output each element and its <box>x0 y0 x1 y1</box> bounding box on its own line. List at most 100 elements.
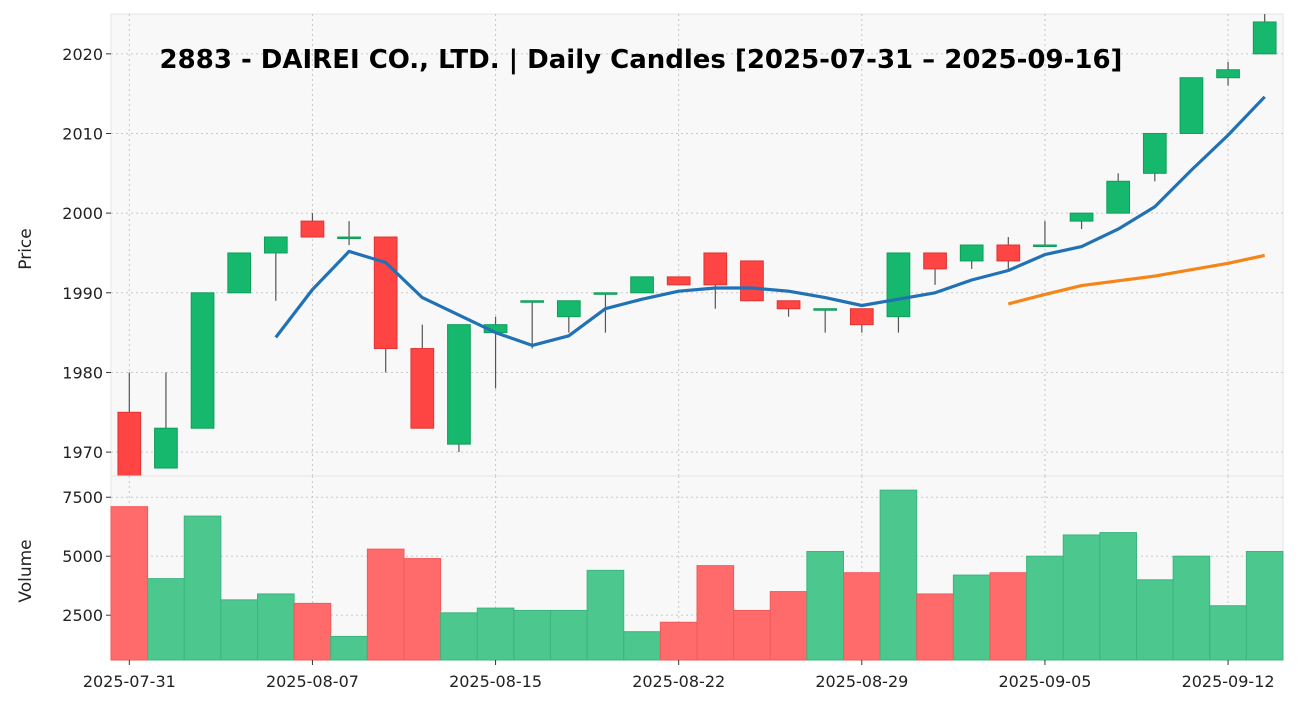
x-tick-label: 2025-07-31 <box>83 672 176 691</box>
candle-body <box>1069 212 1094 222</box>
candle <box>923 252 947 285</box>
candle-body <box>190 292 215 429</box>
candle <box>1069 212 1094 230</box>
candle-body <box>1216 69 1240 79</box>
candle <box>556 300 581 333</box>
candle-body <box>886 252 911 318</box>
volume-bar <box>696 565 735 661</box>
candle-body <box>117 411 142 477</box>
x-tick-label: 2025-09-05 <box>998 672 1091 691</box>
candle <box>776 300 801 317</box>
candle-body <box>740 260 764 302</box>
x-tick-label: 2025-09-12 <box>1182 672 1275 691</box>
candle <box>337 221 361 245</box>
x-tick-label: 2025-08-15 <box>449 672 542 691</box>
candle <box>263 236 288 301</box>
volume-bar <box>1099 532 1137 661</box>
candle <box>117 372 142 477</box>
candle-body <box>1142 132 1167 174</box>
moving-average-long-line <box>1007 253 1266 306</box>
candle <box>1106 173 1131 214</box>
volume-bar <box>1245 550 1284 661</box>
candle-body <box>520 300 545 303</box>
candle <box>520 300 545 349</box>
candle <box>666 276 691 286</box>
volume-bar <box>806 550 844 661</box>
volume-bar <box>586 569 625 661</box>
candle-body <box>1179 77 1204 134</box>
candle <box>373 236 398 373</box>
candle <box>447 324 471 453</box>
price-axis-title: Price <box>16 228 36 269</box>
volume-bar <box>513 609 551 661</box>
candle-body <box>776 300 801 310</box>
volume-bar <box>843 572 881 661</box>
volume-bar <box>659 621 698 661</box>
candle <box>300 213 325 238</box>
volume-bar <box>476 607 515 661</box>
candle-body <box>337 236 361 240</box>
candle-body <box>373 236 398 350</box>
volume-bar <box>110 506 149 661</box>
candle-body <box>263 236 288 254</box>
candle <box>1179 77 1204 134</box>
candle-body <box>959 244 984 262</box>
candle <box>227 252 252 294</box>
moving-average-short-line <box>274 95 1266 347</box>
chart-title: 2883 - DAIREI CO., LTD. | Daily Candles … <box>160 45 1123 75</box>
volume-bar <box>989 572 1028 661</box>
x-axis: 2025-07-31 2025-08-07 2025-08-15 2025-08-22… <box>83 660 1275 691</box>
volume-bar <box>1209 605 1247 661</box>
candle-body <box>923 252 947 270</box>
volume-bar <box>550 609 588 661</box>
candle <box>740 260 764 302</box>
candle-body <box>1106 180 1131 214</box>
candle <box>154 372 178 469</box>
x-tick-label: 2025-08-22 <box>632 672 725 691</box>
candle-body <box>630 276 654 294</box>
volume-bar <box>366 548 405 661</box>
candle-body <box>813 308 838 311</box>
candle <box>630 276 654 294</box>
candle <box>410 324 435 429</box>
volume-tick-label: 5000 <box>62 547 103 566</box>
volume-bar <box>147 578 185 661</box>
candle-body <box>703 252 728 286</box>
candle-body <box>1033 244 1057 247</box>
candle <box>813 308 838 333</box>
x-tick-label: 2025-08-07 <box>266 672 359 691</box>
candle-body <box>410 348 435 429</box>
candle <box>849 308 874 333</box>
candle <box>593 292 618 333</box>
candle <box>996 237 1021 269</box>
volume-panel: 2500 5000 7500 <box>62 475 1284 661</box>
volume-bar <box>257 593 295 661</box>
volume-bar <box>1172 555 1211 661</box>
volume-bar <box>1136 579 1174 661</box>
volume-bar <box>916 593 954 661</box>
volume-bar <box>879 489 918 661</box>
volume-bar <box>733 609 771 661</box>
volume-bar <box>183 515 222 661</box>
candle <box>1216 61 1240 86</box>
x-tick-label: 2025-08-29 <box>815 672 908 691</box>
price-tick-label: 1980 <box>62 363 103 382</box>
volume-bar <box>952 574 991 661</box>
candle-body <box>1252 21 1277 55</box>
candle-body <box>154 427 178 469</box>
volume-bar <box>440 612 478 661</box>
candle <box>190 292 215 429</box>
candle-body <box>556 300 581 318</box>
candle <box>703 252 728 309</box>
volume-bar <box>293 602 332 661</box>
candle-body <box>447 324 471 445</box>
price-tick-label: 2010 <box>62 124 103 143</box>
candle-body <box>849 308 874 326</box>
candle-body <box>593 292 618 295</box>
volume-bar <box>623 631 661 661</box>
candle-body <box>666 276 691 286</box>
price-tick-label: 2020 <box>62 45 103 64</box>
candle <box>959 244 984 269</box>
